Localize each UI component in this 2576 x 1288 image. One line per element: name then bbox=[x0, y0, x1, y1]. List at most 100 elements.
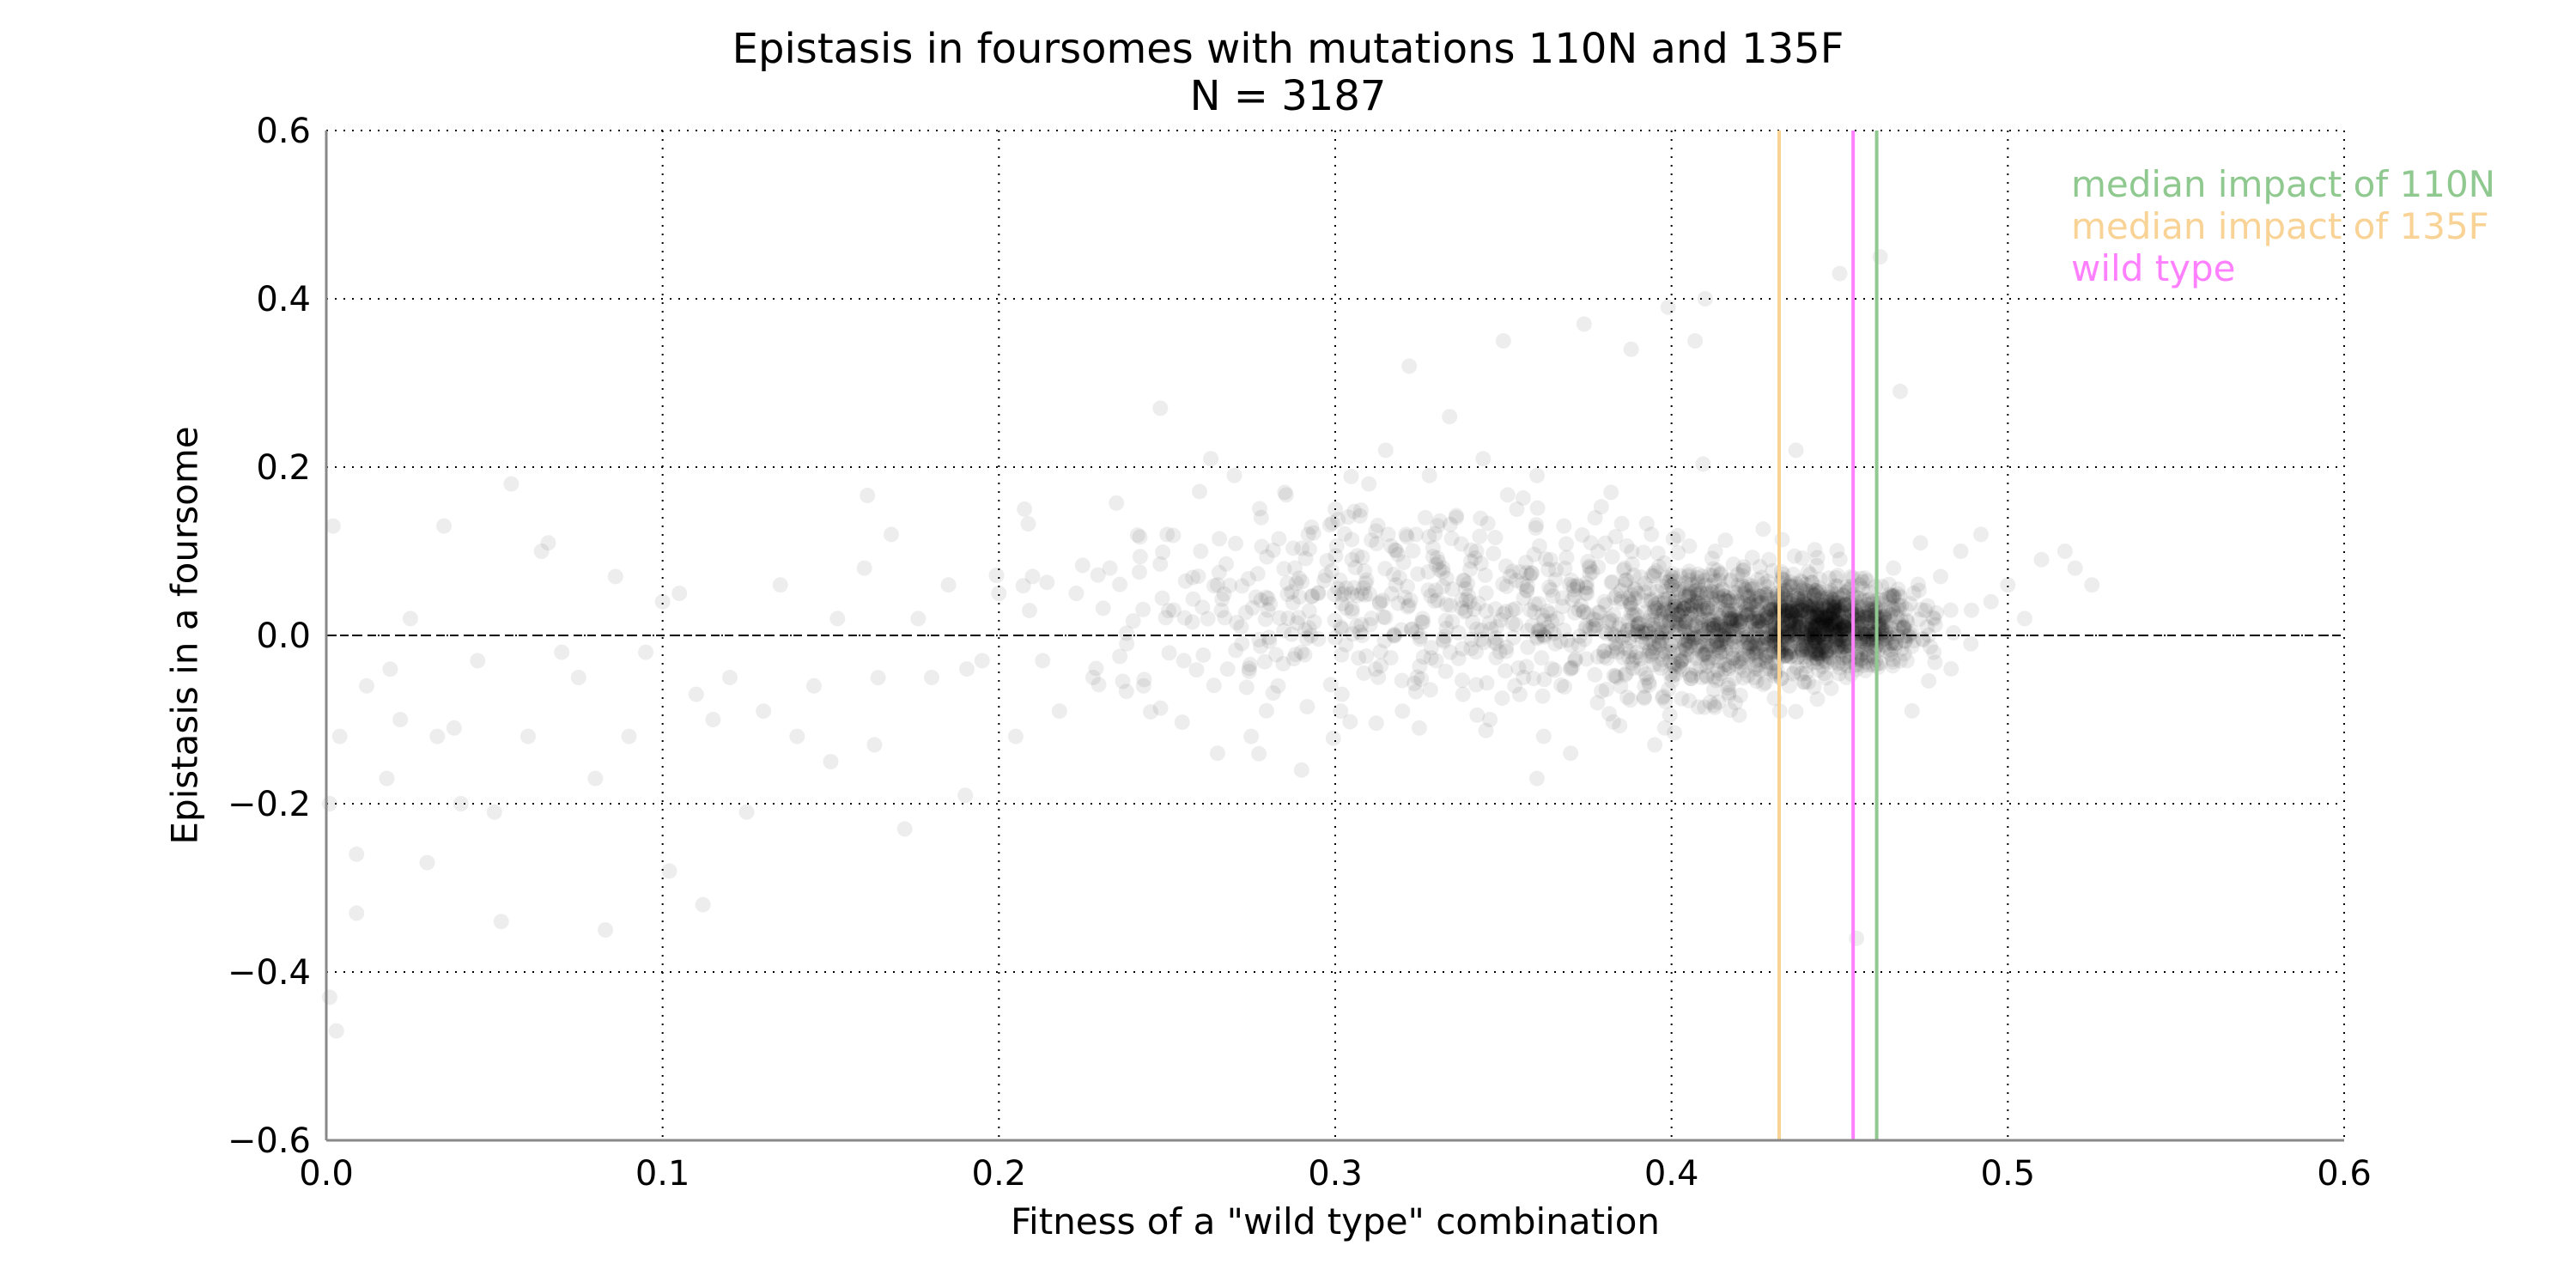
data-point bbox=[1698, 598, 1715, 615]
data-point bbox=[1672, 568, 1688, 584]
data-point bbox=[1630, 616, 1646, 632]
data-point bbox=[1688, 618, 1704, 635]
data-point bbox=[1726, 606, 1742, 623]
data-point bbox=[1297, 647, 1313, 663]
data-point bbox=[1668, 594, 1684, 611]
data-point bbox=[1794, 597, 1810, 613]
data-point bbox=[1407, 683, 1424, 700]
data-point bbox=[1472, 528, 1488, 544]
data-point bbox=[1644, 612, 1661, 629]
data-point bbox=[1692, 596, 1708, 612]
data-point bbox=[1785, 621, 1801, 637]
data-point bbox=[1658, 618, 1674, 635]
data-point bbox=[1589, 695, 1606, 711]
data-point bbox=[1836, 598, 1852, 614]
data-point bbox=[1836, 618, 1852, 635]
data-point bbox=[1725, 647, 1741, 663]
data-point bbox=[1590, 605, 1607, 621]
data-point bbox=[1293, 762, 1309, 778]
data-point bbox=[1638, 635, 1655, 651]
data-point bbox=[1719, 634, 1735, 650]
data-point bbox=[1740, 647, 1756, 663]
data-point bbox=[1699, 600, 1716, 617]
data-point bbox=[1837, 619, 1853, 635]
data-point bbox=[1726, 635, 1742, 651]
data-point bbox=[1832, 642, 1849, 659]
data-point bbox=[1625, 660, 1641, 677]
data-point bbox=[1890, 581, 1906, 598]
data-point bbox=[1890, 619, 1906, 635]
data-point bbox=[1257, 611, 1273, 628]
data-point bbox=[1782, 641, 1798, 658]
data-point bbox=[1586, 611, 1602, 628]
data-point bbox=[1825, 592, 1841, 608]
data-point bbox=[1007, 728, 1024, 744]
data-point bbox=[1801, 600, 1818, 617]
data-point bbox=[1758, 649, 1774, 665]
data-point bbox=[1826, 615, 1843, 631]
data-point bbox=[1649, 599, 1665, 616]
data-point bbox=[1688, 603, 1704, 619]
data-point bbox=[1721, 621, 1737, 637]
data-point bbox=[1382, 650, 1399, 666]
data-point bbox=[1358, 648, 1375, 665]
data-point bbox=[1827, 629, 1844, 645]
data-point bbox=[1812, 613, 1828, 629]
data-point bbox=[1633, 629, 1649, 645]
data-point bbox=[1666, 655, 1682, 671]
data-point bbox=[1812, 607, 1828, 623]
data-point bbox=[1508, 617, 1524, 633]
x-tick-label: 0.6 bbox=[2317, 1154, 2372, 1194]
data-point bbox=[1677, 575, 1693, 592]
data-point bbox=[1807, 598, 1824, 614]
data-point bbox=[1454, 592, 1470, 608]
data-point bbox=[1504, 563, 1521, 580]
data-point bbox=[1759, 606, 1775, 623]
data-point bbox=[1613, 593, 1629, 610]
data-point bbox=[1818, 611, 1834, 627]
data-point bbox=[1545, 588, 1561, 605]
data-point bbox=[1515, 575, 1531, 592]
data-point bbox=[1705, 620, 1722, 636]
data-point bbox=[1660, 605, 1676, 621]
data-point bbox=[1829, 611, 1845, 627]
data-point bbox=[1860, 592, 1876, 609]
data-point bbox=[1423, 587, 1439, 604]
data-point bbox=[1623, 341, 1639, 357]
data-point bbox=[1383, 586, 1400, 602]
data-point bbox=[1554, 590, 1571, 606]
data-point bbox=[1808, 608, 1825, 624]
data-point bbox=[1807, 542, 1823, 558]
data-point bbox=[1667, 658, 1683, 674]
data-point bbox=[1898, 612, 1914, 629]
data-point bbox=[1788, 442, 1804, 459]
data-point bbox=[1816, 609, 1832, 625]
data-point bbox=[1601, 611, 1618, 627]
data-point bbox=[1279, 586, 1296, 603]
data-point bbox=[1884, 651, 1900, 667]
data-point bbox=[1726, 612, 1742, 629]
data-point bbox=[1692, 635, 1708, 652]
data-point bbox=[1567, 653, 1583, 669]
data-point bbox=[1428, 653, 1444, 669]
data-point bbox=[1820, 594, 1837, 611]
data-point bbox=[1811, 584, 1827, 600]
data-point bbox=[1518, 659, 1534, 675]
data-point bbox=[1622, 643, 1638, 659]
data-point bbox=[1725, 619, 1741, 635]
data-point bbox=[1832, 621, 1849, 637]
data-point bbox=[1020, 516, 1036, 532]
data-point bbox=[1616, 560, 1632, 576]
data-point bbox=[1755, 677, 1771, 693]
data-point bbox=[1857, 605, 1874, 622]
data-point bbox=[1813, 610, 1829, 626]
data-point bbox=[1579, 580, 1595, 596]
data-point bbox=[1682, 671, 1698, 687]
data-point bbox=[1759, 592, 1776, 608]
data-point bbox=[1670, 617, 1686, 634]
data-point bbox=[1808, 645, 1825, 661]
data-point bbox=[1797, 630, 1814, 647]
data-point bbox=[1807, 629, 1823, 646]
data-point bbox=[1791, 618, 1807, 635]
data-point bbox=[1861, 601, 1877, 617]
